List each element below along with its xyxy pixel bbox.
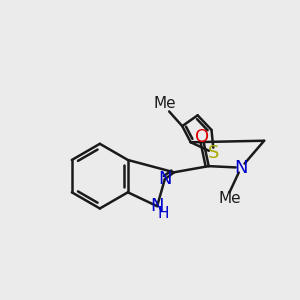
Text: Me: Me	[218, 191, 241, 206]
Text: N: N	[158, 170, 172, 188]
Text: Me: Me	[154, 96, 177, 111]
Text: O: O	[196, 128, 210, 146]
Text: N: N	[150, 197, 164, 215]
Text: H: H	[158, 206, 169, 221]
Text: N: N	[234, 159, 248, 177]
Text: S: S	[208, 144, 220, 162]
